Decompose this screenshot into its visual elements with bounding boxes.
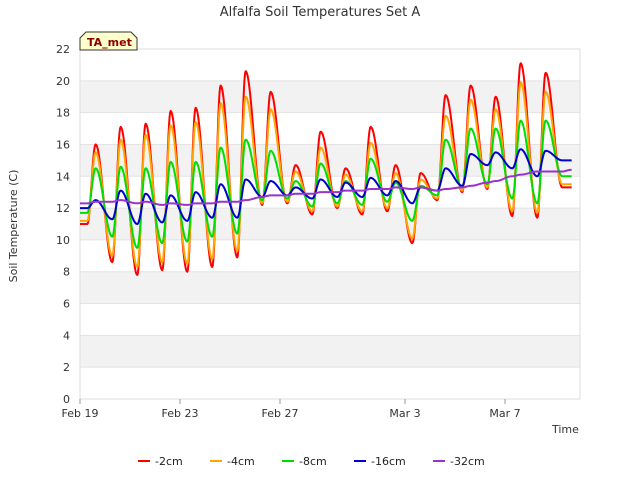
grid-band xyxy=(80,239,580,272)
legend: -2cm -4cm -8cm -16cm -32cm xyxy=(138,455,485,468)
series-line-8cmcm xyxy=(79,119,573,249)
y-tick-label: 0 xyxy=(63,393,70,406)
grid-band xyxy=(80,303,580,336)
legend-entry: -4cm xyxy=(227,455,255,468)
x-tick-label: Feb 23 xyxy=(162,407,199,420)
chart-title: Alfalfa Soil Temperatures Set A xyxy=(220,5,421,20)
ta-met-badge: TA_met xyxy=(79,31,138,51)
series-layer xyxy=(79,62,573,276)
y-axis-title: Soil Temperature (C) xyxy=(7,170,20,283)
y-tick-label: 12 xyxy=(56,202,70,215)
x-axis-title: Time xyxy=(551,423,579,436)
y-tick-label: 2 xyxy=(63,361,70,374)
y-tick-label: 10 xyxy=(56,234,70,247)
grid-band xyxy=(80,49,580,81)
y-tick-label: 4 xyxy=(63,329,70,342)
y-axis-ticks: 0 2 4 6 8 10 12 14 16 18 20 22 xyxy=(56,43,70,406)
y-tick-label: 18 xyxy=(56,107,70,120)
grid-band xyxy=(80,367,580,399)
y-tick-label: 6 xyxy=(63,298,70,311)
series-line-32cmcm xyxy=(79,168,573,206)
y-tick-label: 20 xyxy=(56,75,70,88)
x-tick-label: Feb 27 xyxy=(262,407,299,420)
legend-entry: -32cm xyxy=(450,455,485,468)
legend-entry: -2cm xyxy=(155,455,183,468)
grid-band xyxy=(80,80,580,113)
y-tick-label: 22 xyxy=(56,43,70,56)
series-line-16cmcm xyxy=(79,148,573,225)
grid-band xyxy=(80,271,580,304)
legend-entry: -8cm xyxy=(299,455,327,468)
y-tick-label: 8 xyxy=(63,266,70,279)
x-axis-ticks: Feb 19 Feb 23 Feb 27 Mar 3 Mar 7 xyxy=(62,399,521,420)
y-tick-label: 14 xyxy=(56,170,70,183)
x-tick-label: Mar 7 xyxy=(489,407,520,420)
x-tick-label: Feb 19 xyxy=(62,407,99,420)
grid-band xyxy=(80,335,580,368)
y-tick-label: 16 xyxy=(56,138,70,151)
badge-background xyxy=(79,31,138,51)
badge-label: TA_met xyxy=(87,36,132,49)
x-tick-label: Mar 3 xyxy=(389,407,420,420)
legend-entry: -16cm xyxy=(371,455,406,468)
grid-band xyxy=(80,112,580,145)
